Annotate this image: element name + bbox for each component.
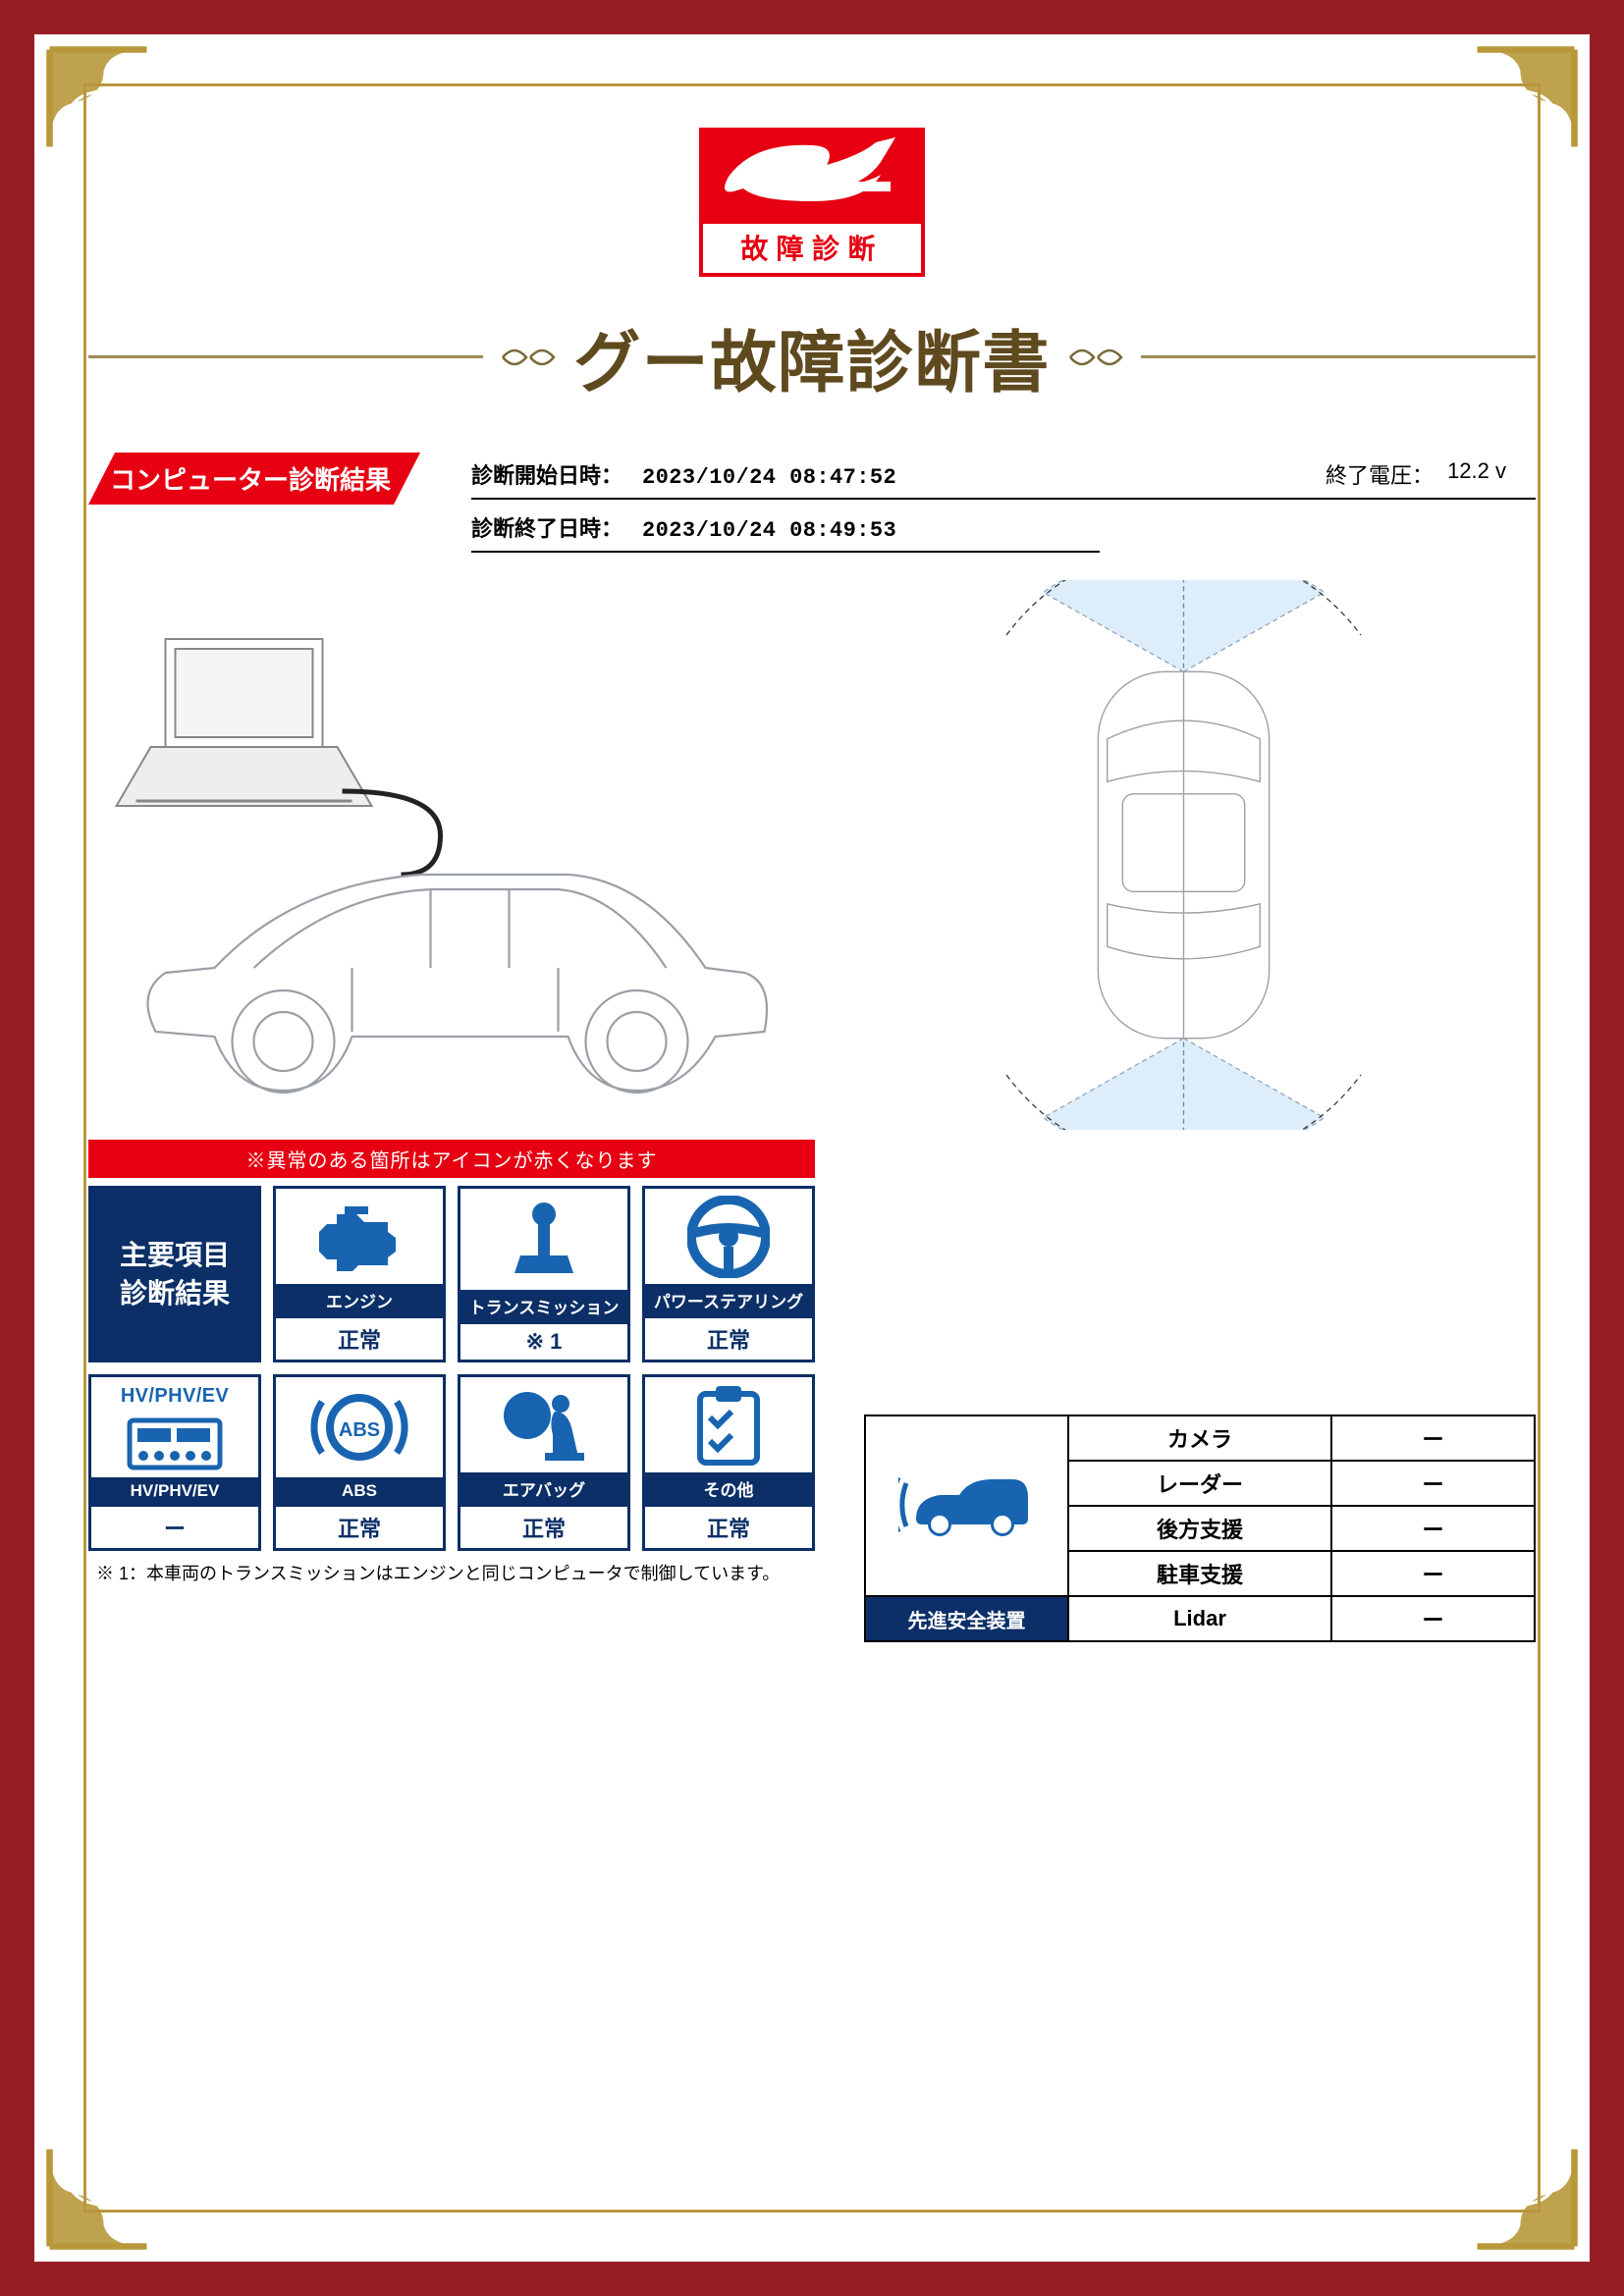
flourish-left-icon	[501, 342, 556, 373]
lower-section: ※異常のある箇所はアイコンが赤くなります 主要項目 診断結果 エンジン 正常	[88, 1140, 1536, 1642]
section-tab: コンピューター診断結果	[88, 453, 420, 505]
status-power-steering: パワーステアリング 正常	[642, 1186, 815, 1362]
voltage-value: 12.2 v	[1447, 458, 1506, 490]
diagram-side-view	[88, 580, 792, 1130]
other-value: 正常	[645, 1505, 812, 1548]
status-grid: 主要項目 診断結果 エンジン 正常 トランスミッション ※	[88, 1186, 815, 1551]
safety-title: 先進安全装置	[865, 1596, 1068, 1641]
engine-icon	[276, 1189, 443, 1284]
status-block: ※異常のある箇所はアイコンが赤くなります 主要項目 診断結果 エンジン 正常	[88, 1140, 815, 1642]
safety-row-label: 駐車支援	[1068, 1551, 1331, 1596]
logo-mark-icon	[699, 128, 925, 221]
start-time-value: 2023/10/24 08:47:52	[642, 465, 896, 490]
safety-row-value: ー	[1331, 1551, 1535, 1596]
status-other: その他 正常	[642, 1374, 815, 1551]
status-hv: HV/PHV/EV HV/PHV/EV ー	[88, 1374, 261, 1551]
start-time-label: 診断開始日時：	[471, 458, 628, 490]
engine-name: エンジン	[276, 1284, 443, 1316]
status-engine: エンジン 正常	[273, 1186, 446, 1362]
hv-value: ー	[91, 1505, 258, 1548]
safety-row-value: ー	[1331, 1461, 1535, 1506]
safety-row-label: 後方支援	[1068, 1506, 1331, 1551]
safety-row-label: レーダー	[1068, 1461, 1331, 1506]
title-rule-right	[1141, 355, 1536, 358]
status-header-l2: 診断結果	[120, 1278, 230, 1308]
steering-name: パワーステアリング	[645, 1284, 812, 1316]
car-top-sensors-icon	[832, 580, 1536, 1130]
safety-icon-cell	[865, 1415, 1068, 1596]
safety-row-label: Lidar	[1068, 1596, 1331, 1641]
airbag-name: エアバッグ	[460, 1472, 627, 1505]
svg-text:ABS: ABS	[339, 1419, 380, 1441]
title-row: グー故障診断書	[88, 308, 1536, 405]
safety-block: カメラ ー レーダー ー 後方支援 ー 駐車支援 ー 先進安全装置 Lida	[864, 1415, 1536, 1642]
safety-row-value: ー	[1331, 1596, 1535, 1641]
other-name: その他	[645, 1472, 812, 1505]
title-rule-left	[88, 355, 483, 358]
transmission-icon	[460, 1189, 627, 1290]
voltage-field: 終了電圧： 12.2 v	[1326, 458, 1506, 490]
steering-icon	[645, 1189, 812, 1284]
transmission-value: ※ 1	[460, 1322, 627, 1360]
ev-unit-icon	[91, 1410, 258, 1477]
end-time-label: 診断終了日時：	[471, 511, 628, 543]
info-row-end: 診断終了日時： 2023/10/24 08:49:53	[471, 506, 1100, 553]
end-time-value: 2023/10/24 08:49:53	[642, 518, 896, 543]
steering-value: 正常	[645, 1316, 812, 1360]
diagnosis-header: コンピューター診断結果 診断開始日時： 2023/10/24 08:47:52 …	[88, 453, 1536, 561]
document-title: グー故障診断書	[573, 308, 1051, 405]
abs-name: ABS	[276, 1477, 443, 1505]
clipboard-icon	[645, 1377, 812, 1472]
brand-logo: 故障診断	[699, 128, 925, 277]
airbag-value: 正常	[460, 1505, 627, 1548]
status-header-cell: 主要項目 診断結果	[88, 1186, 261, 1362]
diagram-top-view	[832, 580, 1536, 1130]
hv-top-label: HV/PHV/EV	[91, 1377, 258, 1410]
status-abs: ABS ABS 正常	[273, 1374, 446, 1551]
transmission-name: トランスミッション	[460, 1290, 627, 1322]
status-airbag: エアバッグ 正常	[458, 1374, 630, 1551]
engine-value: 正常	[276, 1316, 443, 1360]
content-area: 故障診断 グー故障診断書 コンピューター診断結果 診断開始日時： 2023/10…	[88, 88, 1536, 2208]
abs-icon: ABS	[276, 1377, 443, 1477]
status-footnote: ※ 1：本車両のトランスミッションはエンジンと同じコンピュータで制御しています。	[88, 1561, 815, 1587]
safety-table: カメラ ー レーダー ー 後方支援 ー 駐車支援 ー 先進安全装置 Lida	[864, 1415, 1536, 1642]
voltage-label: 終了電圧：	[1326, 458, 1434, 490]
abs-value: 正常	[276, 1505, 443, 1548]
airbag-icon	[460, 1377, 627, 1472]
safety-row-label: カメラ	[1068, 1415, 1331, 1461]
status-transmission: トランスミッション ※ 1	[458, 1186, 630, 1362]
status-header-l1: 主要項目	[120, 1240, 230, 1270]
hv-name: HV/PHV/EV	[91, 1477, 258, 1505]
car-side-icon	[88, 580, 792, 1130]
status-banner: ※異常のある箇所はアイコンが赤くなります	[88, 1140, 815, 1178]
safety-row-value: ー	[1331, 1415, 1535, 1461]
flourish-right-icon	[1068, 342, 1123, 373]
safety-row-value: ー	[1331, 1506, 1535, 1551]
car-sensor-icon	[898, 1464, 1036, 1542]
logo-subtitle: 故障診断	[699, 220, 925, 277]
vehicle-diagrams	[88, 580, 1536, 1130]
